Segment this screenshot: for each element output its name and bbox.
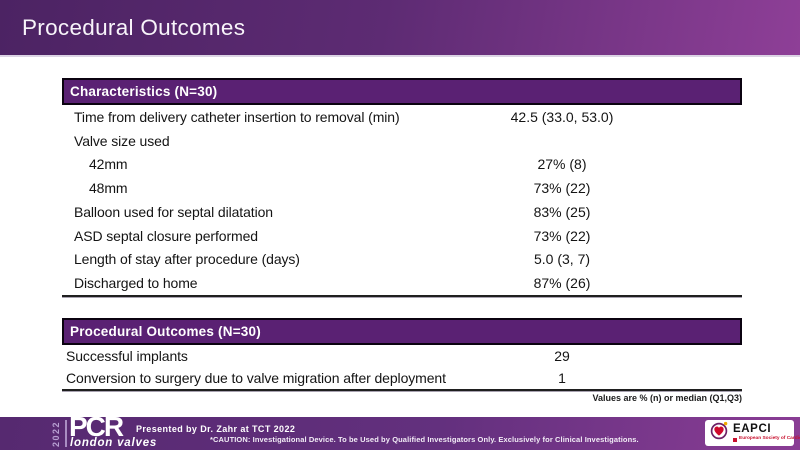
values-footnote: Values are % (n) or median (Q1,Q3) (592, 393, 742, 403)
row-label: Balloon used for septal dilatation (74, 203, 273, 220)
eapci-logo: EAPCI European Society of Cardiology (705, 420, 800, 446)
esc-square-icon (733, 437, 737, 442)
row-label: Successful implants (66, 348, 188, 364)
pcr-logo-subtitle: london valves (70, 437, 158, 449)
row-value: 42.5 (33.0, 53.0) (510, 108, 614, 125)
title-bar: Procedural Outcomes (0, 0, 800, 57)
row-value: 1 (558, 370, 566, 386)
outcomes-table-header: Procedural Outcomes (N=30) (62, 318, 742, 345)
row-label: 48mm (89, 180, 128, 197)
pcr-logo-divider (65, 420, 67, 447)
eapci-text-block: EAPCI European Society of Cardiology (733, 422, 800, 442)
table-row: Successful implants 29 (62, 345, 742, 367)
page-title: Procedural Outcomes (22, 14, 246, 40)
outcomes-table-body: Successful implants 29 Conversion to sur… (62, 345, 742, 391)
row-value: 87% (26) (533, 275, 591, 292)
characteristics-table-body: Time from delivery catheter insertion to… (62, 105, 742, 297)
row-value: 83% (25) (533, 203, 591, 220)
table-row: 48mm 73% (22) (62, 176, 742, 200)
table-row: Valve size used (62, 129, 742, 153)
presented-by-text: Presented by Dr. Zahr at TCT 2022 (136, 424, 296, 434)
row-label: 42mm (89, 156, 128, 173)
table-underline (62, 297, 742, 298)
eapci-subrow: European Society of Cardiology (733, 437, 800, 442)
row-value: 27% (8) (537, 156, 587, 173)
table-row: Discharged to home 87% (26) (62, 271, 742, 295)
eapci-subtitle: European Society of Cardiology (739, 436, 800, 442)
footer-bar: 2022 PCR london valves Presented by Dr. … (0, 413, 800, 450)
row-value: 5.0 (3, 7) (533, 251, 591, 268)
table-underline (62, 391, 742, 392)
row-label: Time from delivery catheter insertion to… (74, 108, 400, 125)
row-value: 73% (22) (533, 227, 591, 244)
table-row: Time from delivery catheter insertion to… (62, 105, 742, 129)
characteristics-table-header: Characteristics (N=30) (62, 78, 742, 105)
row-value: 73% (22) (533, 180, 591, 197)
outcomes-table: Procedural Outcomes (N=30) Successful im… (62, 318, 742, 392)
table-row: Length of stay after procedure (days) 5.… (62, 248, 742, 272)
row-label: Discharged to home (74, 275, 198, 292)
eapci-name: EAPCI (733, 422, 772, 435)
table-row: Conversion to surgery due to valve migra… (62, 367, 742, 389)
pcr-logo-text: PCR (69, 411, 124, 442)
pcr-logo-year: 2022 (51, 420, 61, 447)
heart-icon (710, 421, 729, 445)
row-label: Conversion to surgery due to valve migra… (66, 370, 446, 386)
caution-text: *CAUTION: Investigational Device. To be … (210, 435, 639, 444)
characteristics-table: Characteristics (N=30) Time from deliver… (62, 78, 742, 298)
row-value: 29 (554, 348, 570, 364)
table-row: ASD septal closure performed 73% (22) (62, 224, 742, 248)
row-label: Length of stay after procedure (days) (74, 251, 300, 268)
table-row: Balloon used for septal dilatation 83% (… (62, 200, 742, 224)
row-label: Valve size used (74, 132, 170, 149)
row-label: ASD septal closure performed (74, 227, 258, 244)
table-row: 42mm 27% (8) (62, 153, 742, 177)
